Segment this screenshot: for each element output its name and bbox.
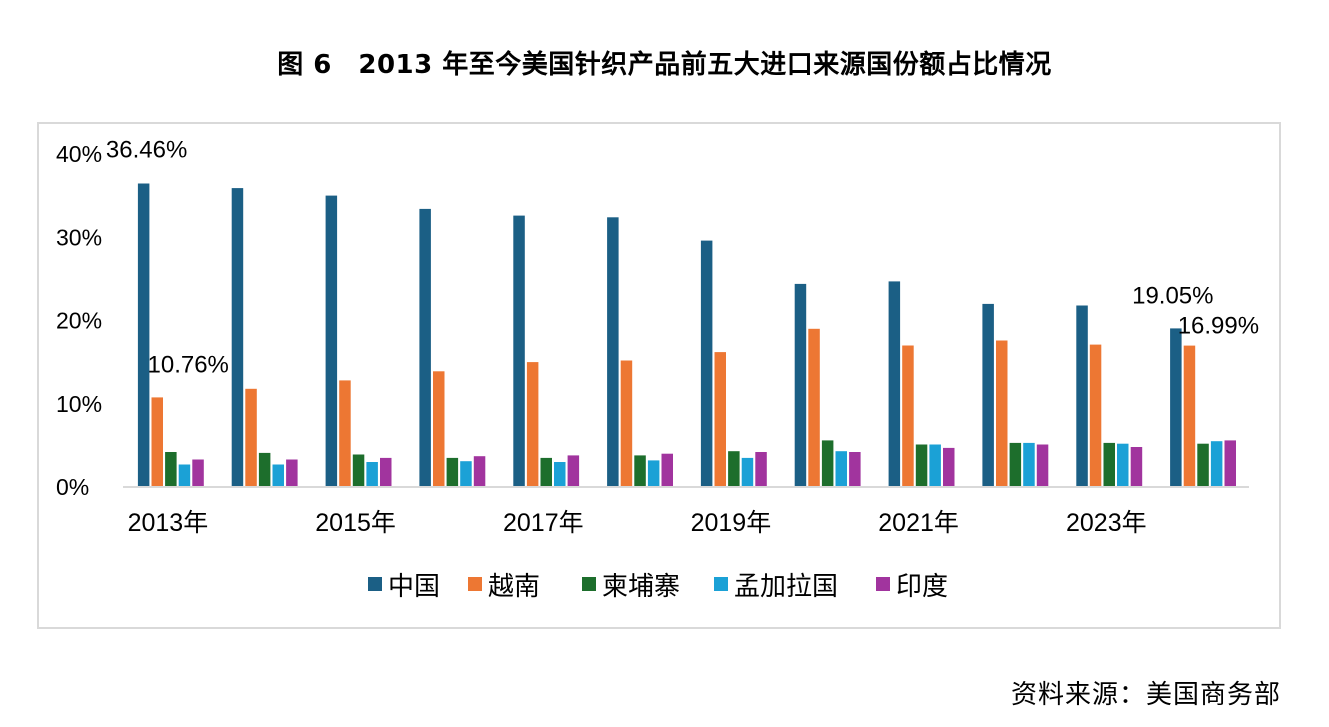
bar [661, 453, 673, 487]
legend-item: 印度 [876, 572, 948, 602]
legend-item: 越南 [468, 572, 540, 602]
x-axis-ticks: 2013年 2015年 2017年 2019年 2021年 2023年 [128, 509, 1147, 537]
legend-label: 印度 [896, 572, 948, 602]
y-tick-label: 10% [56, 391, 102, 417]
bar [943, 447, 955, 487]
bar [1089, 344, 1102, 487]
x-tick-label: 2015年 [315, 509, 396, 537]
bar [366, 462, 378, 487]
legend-item: 柬埔寨 [582, 572, 680, 602]
legend-swatch [714, 577, 728, 591]
legend-label: 中国 [388, 572, 440, 602]
bar [352, 454, 365, 487]
x-tick-label: 2013年 [128, 509, 209, 537]
legend-swatch [582, 577, 596, 591]
bar [513, 215, 525, 487]
bar [700, 240, 713, 487]
bar [1036, 444, 1049, 487]
bar [460, 461, 472, 487]
y-tick-label: 20% [56, 308, 102, 334]
bar [808, 328, 820, 487]
legend-swatch [368, 577, 382, 591]
legend-label: 越南 [488, 572, 540, 602]
bar [755, 452, 767, 487]
bar [915, 444, 928, 487]
bar [1183, 345, 1196, 487]
data-label: 19.05% [1132, 282, 1213, 309]
bar [1023, 442, 1035, 487]
bars [137, 183, 1236, 488]
x-tick-label: 2023年 [1066, 509, 1147, 537]
bar [728, 451, 740, 487]
bar [741, 457, 754, 487]
bar [419, 208, 431, 487]
bar [178, 464, 191, 487]
bar [165, 452, 177, 487]
bar [996, 340, 1008, 487]
bar [1224, 440, 1236, 487]
data-label: 36.46% [106, 137, 187, 164]
y-tick-label: 30% [56, 224, 102, 250]
bar [1170, 328, 1182, 487]
bar [1117, 443, 1129, 487]
bar [929, 444, 941, 487]
data-label: 16.99% [1178, 313, 1259, 340]
bar [620, 360, 633, 487]
legend: 中国 越南 柬埔寨 孟加拉国 印度 [368, 572, 948, 602]
y-tick-label: 0% [56, 474, 89, 500]
bar [526, 362, 539, 487]
bar [151, 397, 163, 487]
bar [982, 303, 994, 487]
bar [888, 281, 901, 487]
bar [137, 183, 150, 487]
bar [325, 195, 338, 487]
bar [286, 459, 298, 487]
legend-swatch [876, 577, 890, 591]
x-tick-label: 2017年 [503, 509, 584, 537]
legend-swatch [468, 577, 482, 591]
bar [446, 457, 459, 487]
legend-label: 柬埔寨 [602, 572, 680, 602]
data-labels: 36.46% 10.76% 19.05% 16.99% [106, 137, 1259, 379]
legend-item: 中国 [368, 572, 440, 602]
y-tick-label: 40% [56, 141, 102, 167]
chart-frame [37, 122, 1281, 629]
legend-label: 孟加拉国 [734, 572, 838, 602]
bar [1103, 442, 1115, 487]
source-note: 资料来源：美国商务部 [1010, 680, 1281, 710]
bar [1130, 447, 1143, 487]
bar [1197, 443, 1209, 487]
bar [647, 460, 660, 487]
data-label: 10.76% [148, 351, 229, 378]
bar [634, 455, 646, 487]
bar [231, 188, 244, 487]
bar [821, 440, 834, 487]
bar [245, 388, 257, 487]
bar [1009, 442, 1022, 487]
x-tick-label: 2021年 [878, 509, 959, 537]
bar [540, 457, 552, 487]
legend-item: 孟加拉国 [714, 572, 838, 602]
bar [794, 283, 807, 487]
y-axis-ticks: 0% 10% 20% 30% 40% [56, 141, 102, 500]
bar [272, 464, 284, 487]
bar [339, 380, 351, 487]
bar [380, 457, 392, 487]
chart-title: 图 6 2013 年至今美国针织产品前五大进口来源国份额占比情况 [277, 50, 1052, 80]
bar [835, 451, 847, 487]
bar [714, 352, 726, 487]
bar [473, 456, 486, 487]
bar [192, 459, 204, 487]
bar [849, 452, 861, 487]
bar [902, 345, 914, 487]
bar [567, 455, 580, 487]
bar [1210, 441, 1223, 487]
bar [554, 462, 566, 487]
bar [607, 217, 619, 488]
bar [1076, 305, 1088, 487]
x-tick-label: 2019年 [691, 509, 772, 537]
bar [258, 452, 271, 487]
bar [433, 371, 445, 487]
